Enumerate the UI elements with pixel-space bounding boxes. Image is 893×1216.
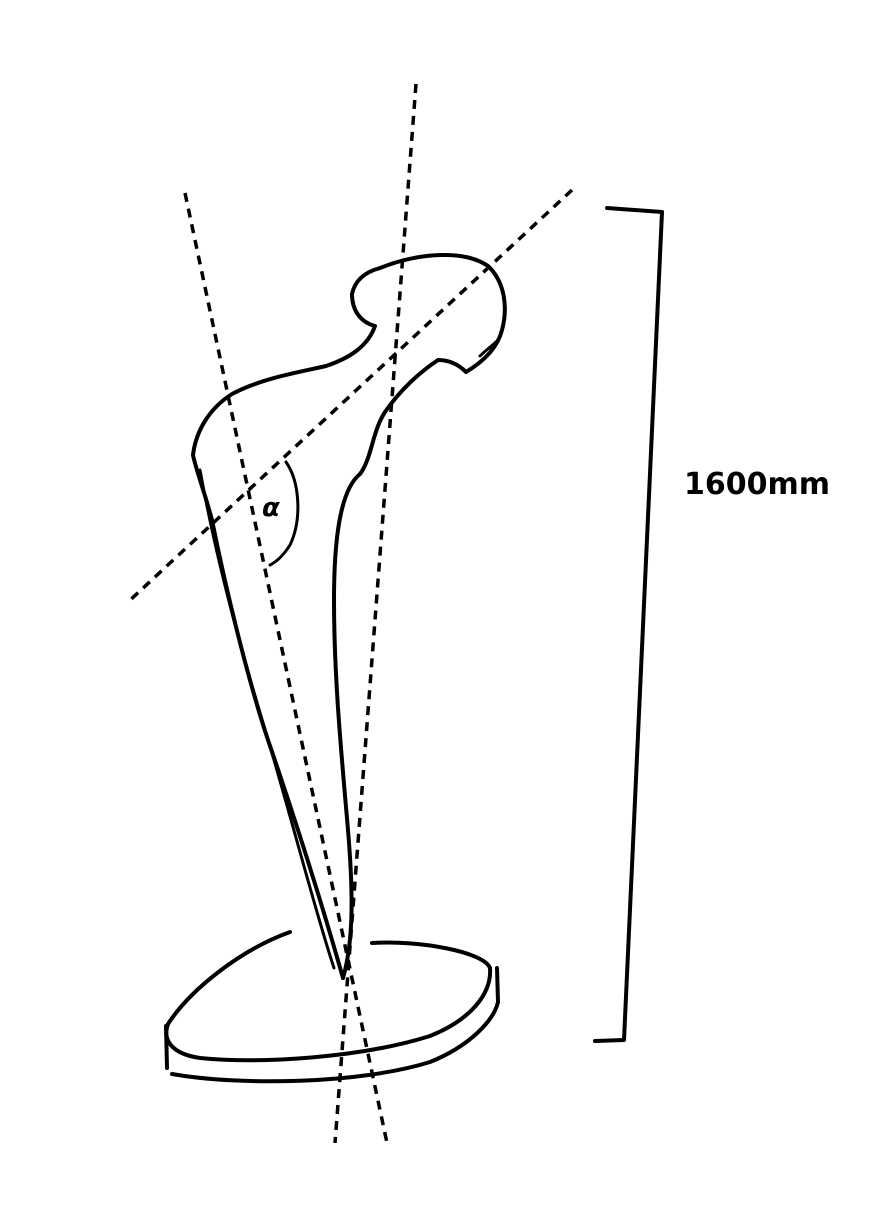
height-dimension-label: 1600mm bbox=[684, 467, 830, 502]
figure-inner-contour bbox=[332, 358, 468, 980]
base-top-right-arc bbox=[370, 940, 492, 970]
height-dimension-bracket bbox=[593, 206, 664, 1043]
right-axis-dashed-line bbox=[333, 83, 418, 1144]
construction-lines bbox=[126, 83, 574, 1144]
figure-left-edge-stroke bbox=[198, 468, 336, 970]
angle-alpha-label: α bbox=[262, 493, 280, 523]
angle-arc bbox=[268, 460, 300, 567]
left-axis-dashed-line bbox=[183, 192, 389, 1144]
base-bottom-arc bbox=[170, 1000, 500, 1084]
base-right-side bbox=[495, 966, 500, 1004]
diagonal-dashed-line bbox=[126, 188, 574, 604]
base-top-left-arc bbox=[164, 930, 493, 1063]
base-left-side bbox=[164, 1024, 169, 1070]
base-ellipse bbox=[164, 930, 500, 1084]
figure-chin-detail bbox=[478, 338, 500, 358]
figure-outline bbox=[191, 252, 507, 980]
